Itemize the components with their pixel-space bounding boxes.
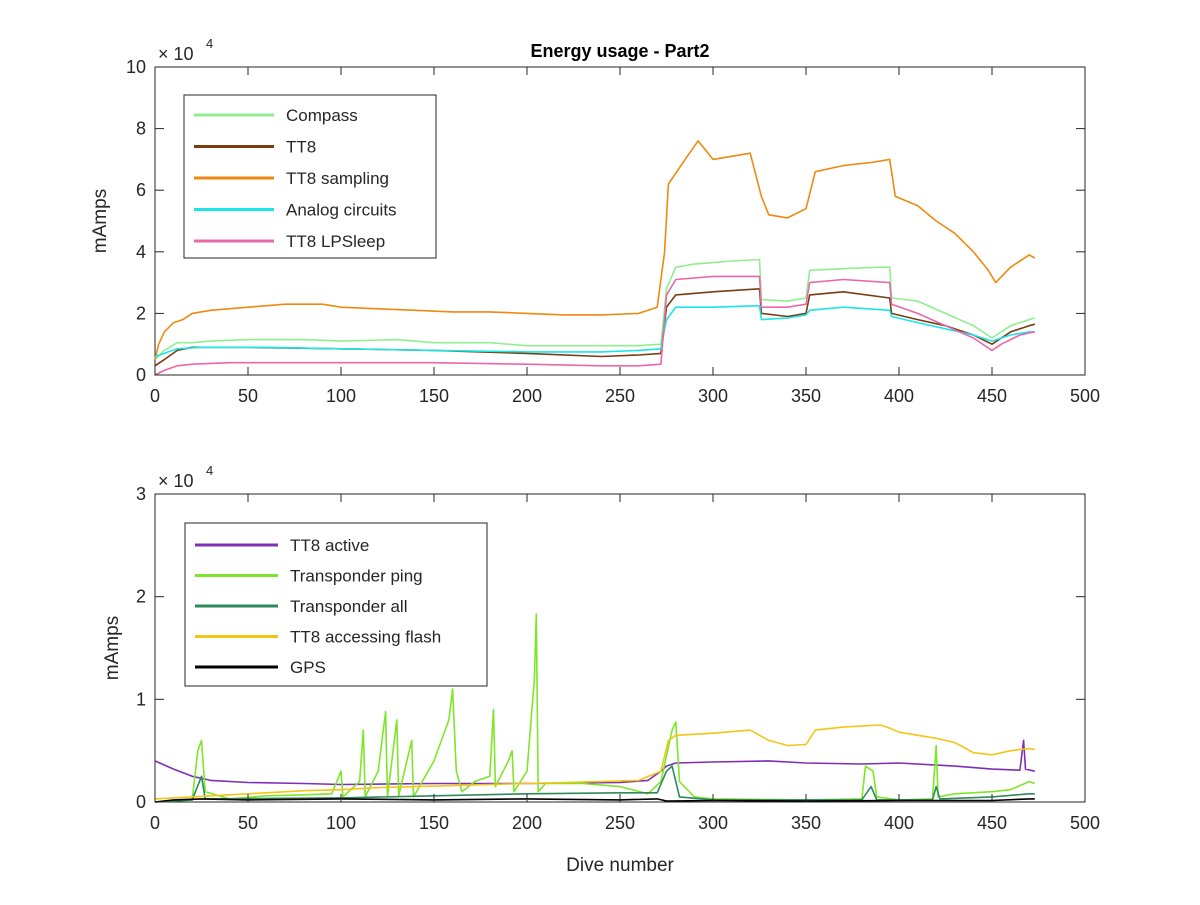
bottom-series-line-4 bbox=[154, 798, 1035, 803]
bottom-x-tick-label: 50 bbox=[238, 813, 258, 833]
bottom-series-group bbox=[154, 613, 1036, 803]
bottom-plot: 0 50 100 150 200 250 300 350 400 450 500 0 1 2 3 × 10… bbox=[102, 463, 1100, 876]
bottom-x-tick-label: 0 bbox=[150, 813, 160, 833]
top-y-tick-label: 0 bbox=[136, 365, 146, 385]
top-plot: Energy usage - Part2 0 50 100 150 200 250 300 3… bbox=[90, 36, 1100, 406]
top-x-tick-label: 100 bbox=[326, 386, 356, 406]
top-x-tick-label: 500 bbox=[1070, 386, 1100, 406]
bottom-y-exponent-base: × 10 bbox=[158, 471, 194, 491]
top-y-axis-label: mAmps bbox=[90, 189, 111, 253]
bottom-x-ticks: 0 50 100 150 200 250 300 350 400 450 500 bbox=[150, 494, 1100, 833]
top-series-group bbox=[154, 140, 1036, 376]
top-legend-label-2: TT8 sampling bbox=[286, 169, 389, 188]
top-y-tick-label: 6 bbox=[136, 180, 146, 200]
bottom-y-axis-label: mAmps bbox=[102, 616, 123, 680]
top-y-tick-label: 8 bbox=[136, 119, 146, 139]
bottom-x-tick-label: 350 bbox=[791, 813, 821, 833]
bottom-x-tick-label: 500 bbox=[1070, 813, 1100, 833]
bottom-x-tick-label: 200 bbox=[512, 813, 542, 833]
top-chart-title: Energy usage - Part2 bbox=[530, 41, 709, 61]
bottom-legend-label-3: TT8 accessing flash bbox=[290, 628, 441, 647]
top-legend-label-1: TT8 bbox=[286, 138, 316, 157]
top-y-exponent-power: 4 bbox=[206, 36, 213, 51]
top-legend-label-3: Analog circuits bbox=[286, 201, 397, 220]
top-series-line-4 bbox=[154, 275, 1035, 376]
bottom-legend-label-2: Transponder all bbox=[290, 597, 408, 616]
bottom-x-tick-label: 250 bbox=[605, 813, 635, 833]
bottom-legend: TT8 active Transponder ping Transponder al… bbox=[184, 522, 488, 687]
bottom-y-tick-label: 1 bbox=[136, 689, 146, 709]
bottom-x-tick-label: 400 bbox=[884, 813, 914, 833]
top-legend-label-4: TT8 LPSleep bbox=[286, 232, 385, 251]
bottom-x-axis-label: Dive number bbox=[566, 855, 674, 876]
top-x-tick-label: 50 bbox=[238, 386, 258, 406]
bottom-x-tick-label: 300 bbox=[698, 813, 728, 833]
top-y-tick-label: 4 bbox=[136, 242, 146, 262]
top-x-tick-label: 400 bbox=[884, 386, 914, 406]
top-legend-label-0: Compass bbox=[286, 106, 358, 125]
bottom-y-exponent-power: 4 bbox=[206, 463, 213, 478]
bottom-series-line-3 bbox=[154, 724, 1035, 800]
top-x-tick-label: 250 bbox=[605, 386, 635, 406]
top-x-tick-label: 350 bbox=[791, 386, 821, 406]
top-series-line-0 bbox=[154, 258, 1036, 361]
bottom-legend-label-0: TT8 active bbox=[290, 536, 369, 555]
bottom-y-tick-label: 2 bbox=[136, 587, 146, 607]
top-x-ticks: 0 50 100 150 200 250 300 350 400 450 500 bbox=[150, 67, 1100, 406]
top-y-exponent-base: × 10 bbox=[158, 44, 194, 64]
top-y-ticks: 0 2 4 6 8 10 bbox=[126, 57, 1085, 385]
bottom-series-line-2 bbox=[154, 765, 1035, 803]
top-legend: Compass TT8 TT8 sampling Analog circuits TT8… bbox=[183, 94, 437, 259]
top-y-tick-label: 2 bbox=[136, 303, 146, 323]
bottom-series-line-1 bbox=[154, 613, 1036, 803]
top-x-tick-label: 300 bbox=[698, 386, 728, 406]
bottom-legend-label-4: GPS bbox=[290, 658, 326, 677]
top-y-tick-label: 10 bbox=[126, 57, 146, 77]
top-x-tick-label: 0 bbox=[150, 386, 160, 406]
top-x-tick-label: 200 bbox=[512, 386, 542, 406]
bottom-series-line-0 bbox=[154, 739, 1035, 786]
top-series-line-2 bbox=[154, 140, 1036, 360]
top-x-tick-label: 450 bbox=[977, 386, 1007, 406]
bottom-x-tick-label: 450 bbox=[977, 813, 1007, 833]
top-series-line-3 bbox=[154, 304, 1035, 358]
bottom-y-tick-label: 3 bbox=[136, 484, 146, 504]
bottom-legend-label-1: Transponder ping bbox=[290, 567, 423, 586]
bottom-x-tick-label: 150 bbox=[419, 813, 449, 833]
top-x-tick-label: 150 bbox=[419, 386, 449, 406]
bottom-x-tick-label: 100 bbox=[326, 813, 356, 833]
bottom-y-ticks: 0 1 2 3 bbox=[136, 484, 1085, 812]
bottom-y-tick-label: 0 bbox=[136, 792, 146, 812]
